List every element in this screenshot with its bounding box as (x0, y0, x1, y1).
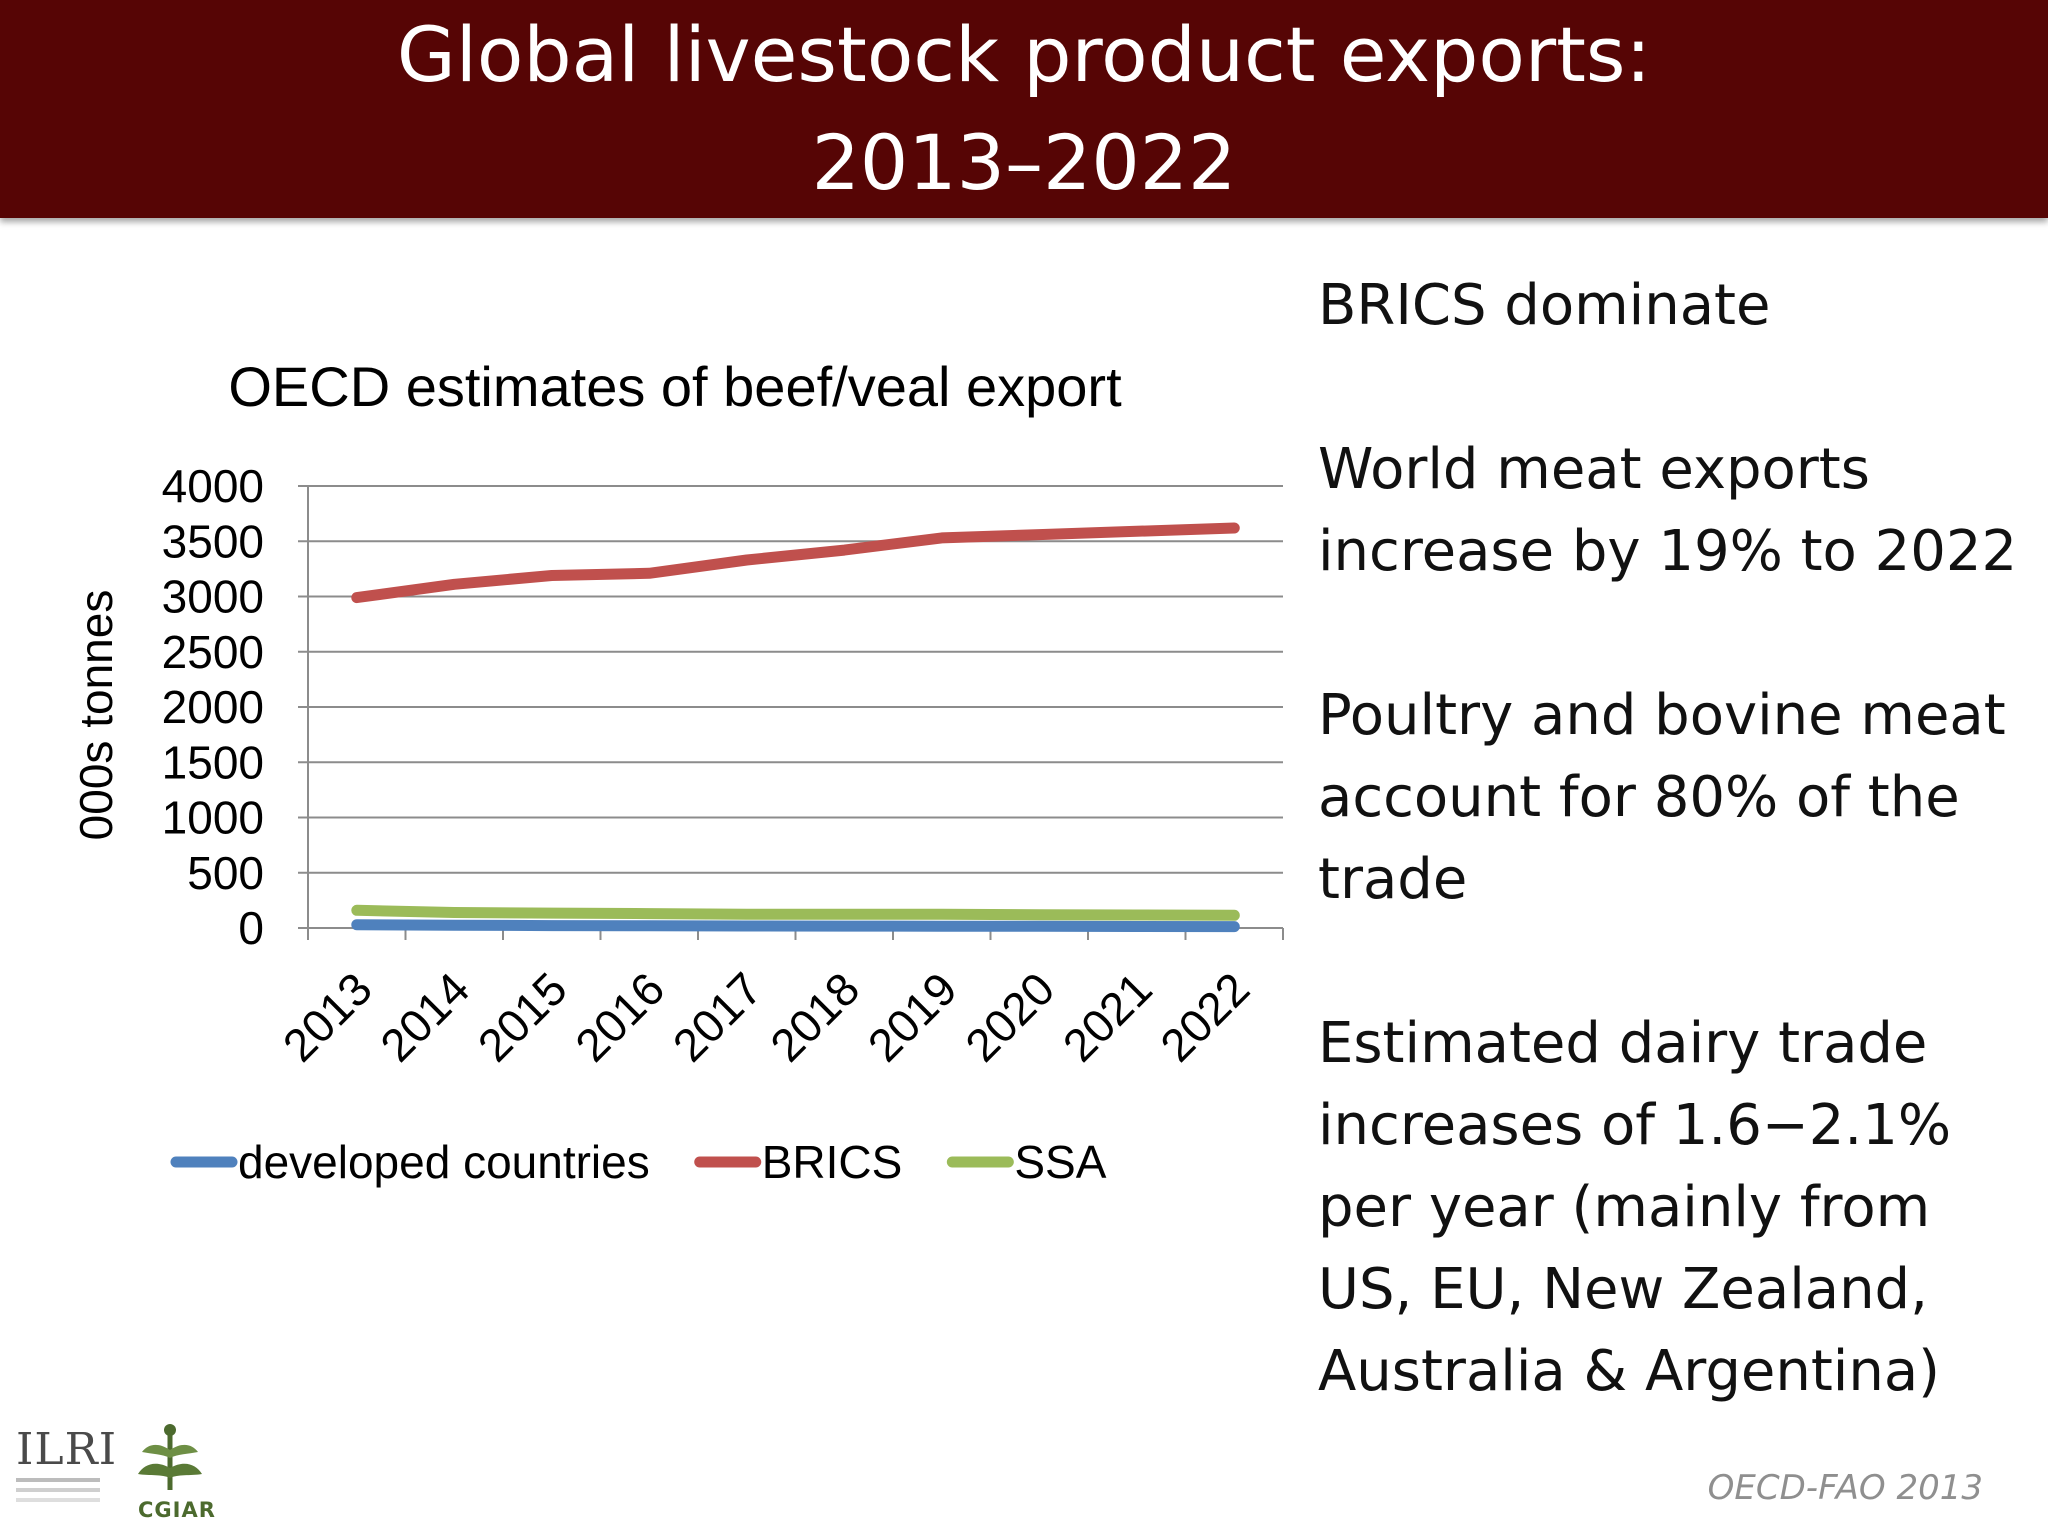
series-lines (351, 522, 1240, 933)
ilri-logo-subline (16, 1488, 100, 1492)
bullet-poultry-bovine: Poultry and bovine meat account for 80% … (1318, 683, 2006, 912)
title-bar: Global livestock product exports: 2013–2… (0, 0, 2048, 218)
x-tick-label: 2018 (760, 962, 869, 1071)
x-tick-label: 2013 (273, 962, 382, 1071)
y-tick-label: 1500 (162, 736, 264, 788)
bullet-list: BRICS dominate World meat exports increa… (1318, 265, 2018, 1413)
y-tick-label: 1000 (162, 792, 264, 844)
x-tick-label: 2020 (955, 962, 1064, 1071)
series-line (351, 904, 1240, 921)
x-tick-label: 2014 (370, 962, 479, 1071)
slide-title-line-2: 2013–2022 (811, 118, 1237, 207)
y-tick-label: 3000 (162, 571, 264, 623)
ilri-logo: ILRI (16, 1424, 118, 1518)
legend-label: SSA (1014, 1136, 1106, 1188)
source-citation: OECD-FAO 2013 (1707, 1468, 1983, 1508)
legend: developed countries BRICS SSA (170, 1136, 1107, 1188)
bullet-meat-exports: World meat exports increase by 19% to 20… (1318, 437, 2018, 584)
cgiar-logo: CGIAR (128, 1420, 215, 1522)
x-tick-label: 2022 (1150, 962, 1259, 1071)
x-tick-label: 2019 (858, 962, 967, 1071)
y-tick-label: 4000 (162, 460, 264, 512)
y-tick-label: 0 (238, 902, 264, 954)
x-tick-label: 2015 (468, 962, 577, 1071)
x-tick-label: 2016 (565, 962, 674, 1071)
legend-label: BRICS (762, 1136, 903, 1188)
slide-title-line-1: Global livestock product exports: (396, 10, 1652, 99)
ilri-logo-text: ILRI (16, 1424, 118, 1475)
series-line (351, 919, 1240, 933)
bullet-brics-dominate: BRICS dominate (1318, 273, 1771, 338)
legend-label: developed countries (238, 1136, 650, 1188)
y-tick-label: 500 (187, 847, 264, 899)
x-tick-label: 2021 (1053, 962, 1162, 1071)
bullet-dairy-trade: Estimated dairy trade increases of 1.6−2… (1318, 1011, 1952, 1404)
ilri-logo-subline (16, 1478, 100, 1482)
cgiar-logo-text: CGIAR (138, 1498, 216, 1522)
cgiar-leaf-icon (138, 1424, 202, 1490)
y-tick-label: 3500 (162, 515, 264, 567)
x-tick-label: 2017 (663, 962, 772, 1071)
gridlines (298, 485, 1283, 929)
y-axis-label: 000s tonnes (70, 590, 122, 841)
ilri-logo-subline (16, 1498, 100, 1502)
chart-title: OECD estimates of beef/veal export (228, 355, 1122, 418)
series-line (351, 522, 1240, 604)
beef-veal-export-chart: OECD estimates of beef/veal export 000s … (70, 355, 1284, 1188)
y-tick-label: 2000 (162, 681, 264, 733)
y-tick-label: 2500 (162, 626, 264, 678)
